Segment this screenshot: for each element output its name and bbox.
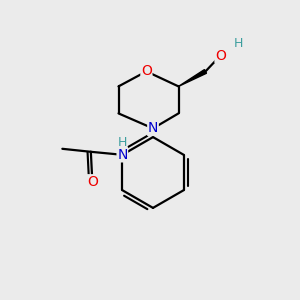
Text: H: H (118, 136, 127, 149)
Text: O: O (215, 49, 226, 62)
Text: N: N (148, 122, 158, 135)
Text: H: H (234, 37, 243, 50)
Text: O: O (141, 64, 152, 78)
Text: O: O (87, 175, 98, 189)
Text: N: N (117, 148, 128, 162)
Polygon shape (178, 70, 206, 86)
